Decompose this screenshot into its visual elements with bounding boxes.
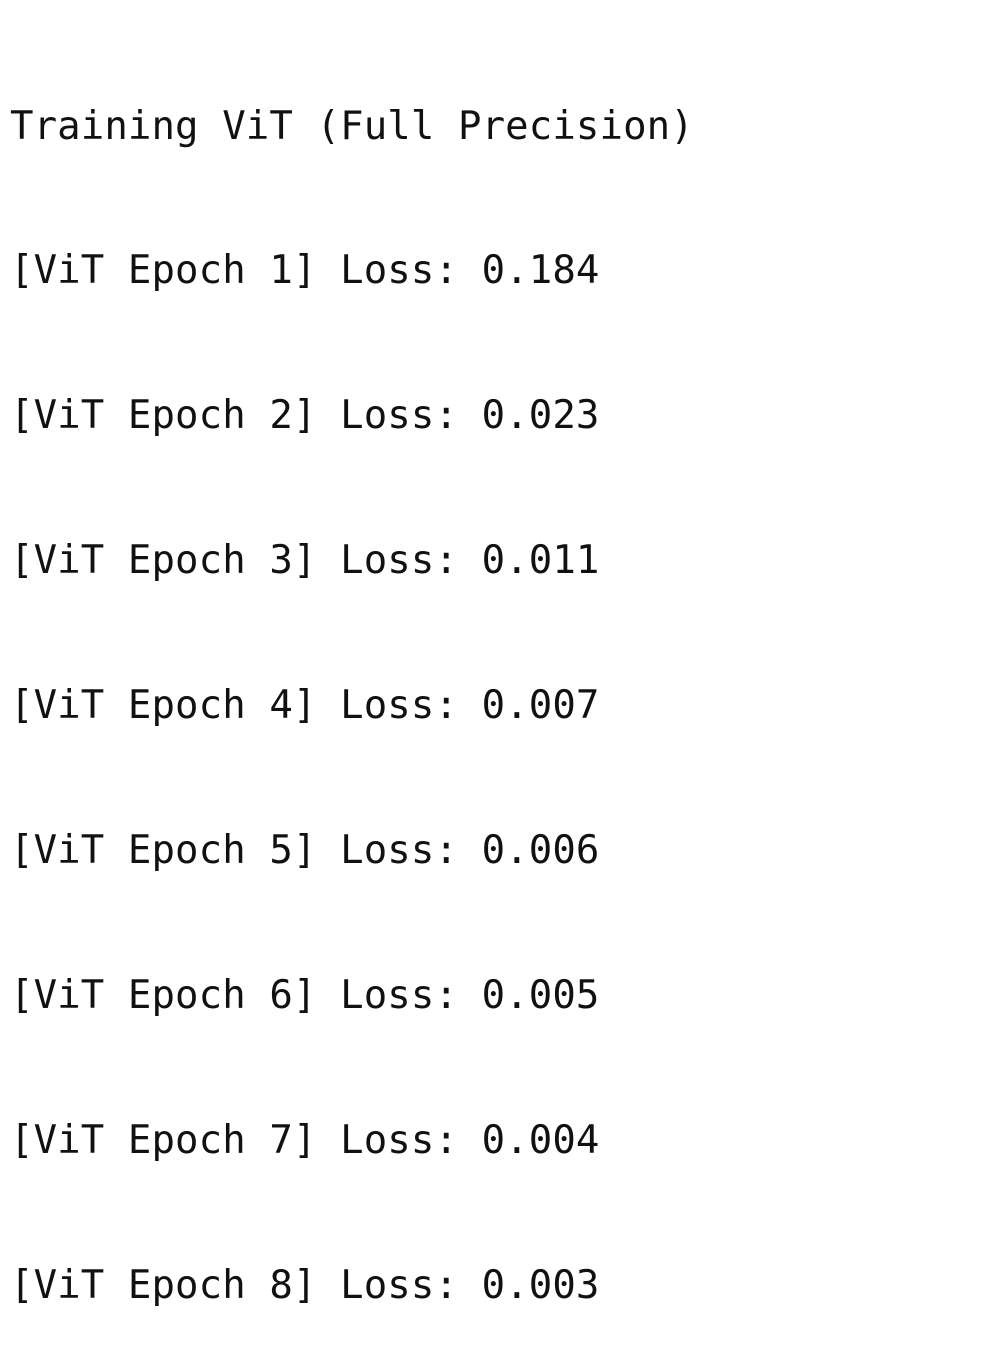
epoch-log-line: [ViT Epoch 7] Loss: 0.004 <box>10 1117 600 1163</box>
epoch-log-line: [ViT Epoch 5] Loss: 0.006 <box>10 828 600 874</box>
console-output: Training ViT (Full Precision) [ViT Epoch… <box>10 6 1004 1368</box>
epoch-log-line: [ViT Epoch 8] Loss: 0.003 <box>10 1262 600 1308</box>
epoch-log-line: [ViT Epoch 6] Loss: 0.005 <box>10 972 600 1018</box>
epoch-log-line: [ViT Epoch 2] Loss: 0.023 <box>10 393 600 439</box>
epoch-log-line: [ViT Epoch 1] Loss: 0.184 <box>10 248 600 294</box>
epoch-log-line: [ViT Epoch 4] Loss: 0.007 <box>10 683 600 729</box>
training-header: Training ViT (Full Precision) <box>10 103 694 149</box>
epoch-log-line: [ViT Epoch 3] Loss: 0.011 <box>10 538 600 584</box>
